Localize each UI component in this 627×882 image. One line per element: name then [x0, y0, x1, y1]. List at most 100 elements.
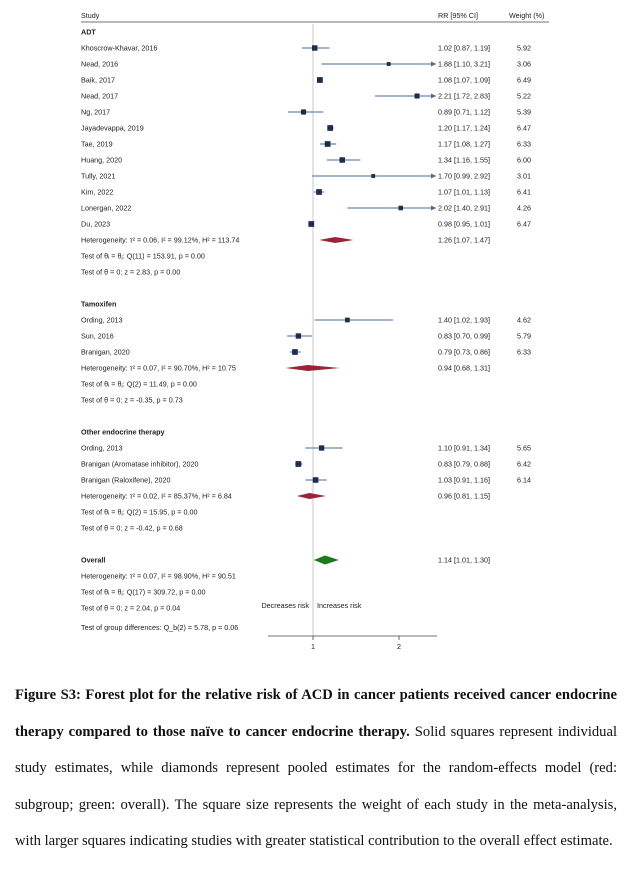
subgroup-diamond-1	[285, 365, 340, 371]
ci-arrow-3	[431, 93, 436, 99]
study-weight-3: 5.22	[517, 92, 531, 101]
study-square-5	[327, 125, 334, 131]
study-weight-14: 6.33	[517, 348, 531, 357]
subgroup-test-0-1: Test of θ = 0: z = 2.83, p = 0.00	[81, 268, 180, 277]
subgroup-ci-2: 0.96 [0.81, 1.15]	[438, 492, 490, 501]
study-weight-0: 5.92	[517, 44, 531, 53]
study-ci-0: 1.02 [0.87, 1.19]	[438, 44, 490, 53]
study-label-3: Nead, 2017	[81, 92, 118, 101]
study-square-8	[371, 174, 376, 178]
study-label-5: Jayadevappa, 2019	[81, 124, 144, 133]
study-ci-2: 1.08 [1.07, 1.09]	[438, 76, 490, 85]
subgroup-heterogeneity-0: Heterogeneity: τ² = 0.06, I² = 99.12%, H…	[81, 236, 239, 245]
study-ci-14: 0.79 [0.73, 0.86]	[438, 348, 490, 357]
study-label-9: Kim, 2022	[81, 188, 113, 197]
direction-right-label: Increases risk	[317, 601, 362, 610]
study-weight-8: 3.01	[517, 172, 531, 181]
overall-ci: 1.14 [1.01, 1.30]	[438, 556, 490, 565]
study-weight-7: 6.00	[517, 156, 531, 165]
study-label-10: Lonergan, 2022	[81, 204, 131, 213]
column-header-study: Study	[81, 11, 100, 20]
overall-title: Overall	[81, 556, 105, 565]
study-square-12	[345, 317, 350, 323]
subgroup-test-0-0: Test of θᵢ = θⱼ: Q(11) = 153.91, p = 0.0…	[81, 252, 205, 261]
ci-arrow-10	[431, 205, 436, 211]
study-ci-11: 0.98 [0.95, 1.01]	[438, 220, 490, 229]
subgroup-test-2-1: Test of θ = 0: z = -0.42, p = 0.68	[81, 524, 183, 533]
study-square-1	[386, 62, 391, 66]
study-label-17: Branigan (Raloxifene), 2020	[81, 476, 171, 485]
study-ci-10: 2.02 [1.40, 2.91]	[438, 204, 490, 213]
study-square-10	[398, 205, 403, 211]
study-square-4	[300, 109, 307, 115]
study-weight-4: 5.39	[517, 108, 531, 117]
study-label-1: Nead, 2016	[81, 60, 118, 69]
subgroup-diamond-0	[319, 237, 354, 243]
study-label-2: Baik, 2017	[81, 76, 115, 85]
study-label-15: Ording, 2013	[81, 444, 123, 453]
study-label-13: Sun, 2016	[81, 332, 114, 341]
study-square-0	[311, 45, 318, 51]
study-square-9	[316, 189, 322, 195]
study-ci-12: 1.40 [1.02, 1.93]	[438, 316, 490, 325]
study-label-7: Huang, 2020	[81, 156, 122, 165]
study-square-13	[295, 333, 302, 339]
group-title-1: Tamoxifen	[81, 300, 116, 309]
group-difference-test: Test of group differences: Q_b(2) = 5.78…	[81, 623, 238, 632]
study-label-0: Khoscrow-Khavar, 2016	[81, 44, 157, 53]
subgroup-heterogeneity-2: Heterogeneity: τ² = 0.02, I² = 85.37%, H…	[81, 492, 232, 501]
study-ci-6: 1.17 [1.08, 1.27]	[438, 140, 490, 149]
study-weight-9: 6.41	[517, 188, 531, 197]
study-square-11	[308, 221, 315, 227]
study-ci-17: 1.03 [0.91, 1.16]	[438, 476, 490, 485]
study-square-7	[339, 157, 345, 163]
overall-stat-1: Test of θᵢ = θⱼ: Q(17) = 309.72, p = 0.0…	[81, 588, 205, 597]
overall-stat-0: Heterogeneity: τ² = 0.07, I² = 98.90%, H…	[81, 572, 236, 581]
figure-caption: Figure S3: Forest plot for the relative …	[15, 677, 617, 860]
group-title-0: ADT	[81, 28, 96, 37]
study-weight-2: 6.49	[517, 76, 531, 85]
study-weight-12: 4.62	[517, 316, 531, 325]
study-square-2	[316, 77, 323, 83]
study-weight-6: 6.33	[517, 140, 531, 149]
x-tick-label-1: 2	[397, 642, 401, 651]
ci-arrow-8	[431, 173, 436, 179]
overall-stat-2: Test of θ = 0: z = 2.04, p = 0.04	[81, 604, 180, 613]
study-weight-17: 6.14	[517, 476, 531, 485]
caption-text: Solid squares represent individual study…	[15, 723, 617, 850]
study-ci-15: 1.10 [0.91, 1.34]	[438, 444, 490, 453]
study-ci-3: 2.21 [1.72, 2.83]	[438, 92, 490, 101]
study-label-16: Branigan (Aromatase inhibitor), 2020	[81, 460, 198, 469]
study-weight-15: 5.65	[517, 444, 531, 453]
x-tick-label-0: 1	[311, 642, 315, 651]
subgroup-test-2-0: Test of θᵢ = θⱼ: Q(2) = 15.95, p = 0.00	[81, 508, 197, 517]
study-label-6: Tae, 2019	[81, 140, 113, 149]
study-ci-9: 1.07 [1.01, 1.13]	[438, 188, 490, 197]
study-square-6	[324, 141, 331, 147]
study-ci-13: 0.83 [0.70, 0.99]	[438, 332, 490, 341]
column-header-weight: Weight (%)	[509, 11, 544, 20]
study-label-11: Du, 2023	[81, 220, 110, 229]
study-square-3	[414, 93, 420, 99]
study-label-14: Branigan, 2020	[81, 348, 130, 357]
subgroup-test-1-0: Test of θᵢ = θⱼ: Q(2) = 11.49, p = 0.00	[81, 380, 197, 389]
direction-left-label: Decreases risk	[261, 601, 309, 610]
study-ci-16: 0.83 [0.79, 0.88]	[438, 460, 490, 469]
study-ci-8: 1.70 [0.99, 2.92]	[438, 172, 490, 181]
overall-diamond	[313, 555, 339, 565]
forest-plot: Study RR [95% CI] Weight (%) ADT Khoscrow-Kh…	[81, 11, 549, 651]
study-ci-5: 1.20 [1.17, 1.24]	[438, 124, 490, 133]
study-ci-4: 0.89 [0.71, 1.12]	[438, 108, 490, 117]
caption-bold: Figure S3: Forest plot for the relative …	[15, 687, 617, 740]
study-weight-1: 3.06	[517, 60, 531, 69]
study-square-14	[292, 349, 298, 355]
subgroup-diamond-2	[296, 493, 326, 499]
subgroup-heterogeneity-1: Heterogeneity: τ² = 0.07, I² = 90.70%, H…	[81, 364, 236, 373]
study-square-15	[318, 445, 325, 451]
group-title-2: Other endocrine therapy	[81, 428, 164, 437]
study-ci-1: 1.88 [1.10, 3.21]	[438, 60, 490, 69]
study-weight-11: 6.47	[517, 220, 531, 229]
study-weight-16: 6.42	[517, 460, 531, 469]
study-square-17	[312, 477, 319, 483]
study-label-12: Ording, 2013	[81, 316, 123, 325]
